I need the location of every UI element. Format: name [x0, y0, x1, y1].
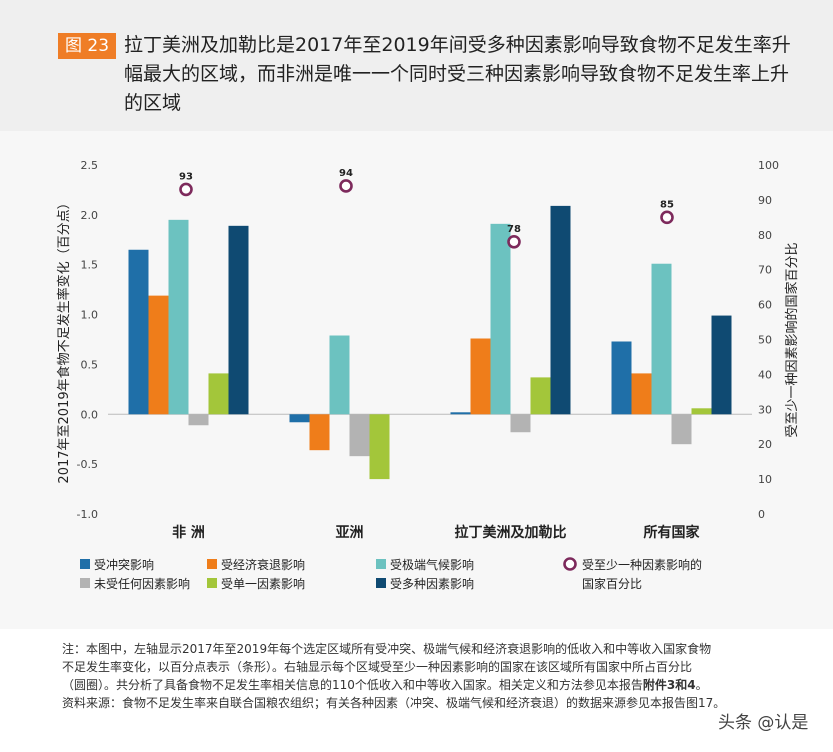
legend-swatch — [207, 559, 217, 569]
y2-axis-title: 受至少一种因素影响的国家百分比 — [784, 242, 800, 437]
legend-swatch — [80, 559, 90, 569]
bar — [611, 341, 632, 415]
data-point — [507, 234, 521, 249]
bar — [470, 338, 491, 415]
y2-tick-label: 20 — [758, 438, 772, 451]
bar — [188, 414, 209, 426]
bar — [450, 412, 471, 415]
legend-label: 受单一因素影响 — [221, 576, 305, 591]
data-point — [339, 179, 353, 193]
y2-tick-label: 50 — [758, 334, 772, 347]
bar — [711, 315, 732, 415]
y2-tick-label: 30 — [758, 403, 772, 416]
bar — [168, 219, 189, 415]
bar — [228, 225, 249, 415]
figure-notes: 注：本图中，左轴显示2017年至2019年每个选定区域所有受冲突、极端气候和经济… — [62, 640, 792, 712]
data-label: 78 — [507, 224, 521, 235]
bar — [128, 249, 149, 415]
figure-badge: 图 23 — [58, 33, 117, 59]
figure-header: 图 23 拉丁美洲及加勒比是2017年至2019年间受多种因素影响导致食物不足发… — [0, 0, 833, 131]
y-tick-label: 0.5 — [81, 358, 99, 371]
category-label: 亚洲 — [336, 525, 364, 541]
data-label: 94 — [339, 168, 353, 179]
bar — [349, 414, 370, 457]
bar — [631, 373, 652, 415]
y-tick-label: 1.0 — [81, 309, 99, 322]
bar — [510, 414, 531, 433]
data-label: 85 — [660, 199, 674, 210]
source-line: 资料来源：食物不足发生率来自联合国粮农组织；有关各种因素（冲突、极端气候和经济衰… — [62, 696, 726, 710]
note-line-3: （圆圈）。共分析了具备食物不足发生率相关信息的110个低收入和中等收入国家。相关… — [62, 676, 792, 694]
y-tick-label: 2.0 — [81, 209, 99, 222]
legend-swatch — [376, 559, 386, 569]
note-line-1: 注：本图中，左轴显示2017年至2019年每个选定区域所有受冲突、极端气候和经济… — [62, 642, 712, 656]
y-tick-label: 2.5 — [81, 159, 99, 172]
legend-label: 受多种因素影响 — [390, 576, 474, 591]
bar — [148, 295, 169, 415]
legend-label: 受冲突影响 — [94, 557, 154, 572]
category-label: 所有国家 — [644, 524, 701, 541]
data-point — [179, 182, 193, 197]
legend-swatch — [563, 557, 577, 571]
bar — [369, 414, 390, 480]
bar — [208, 373, 229, 415]
legend-label: 国家百分比 — [582, 576, 642, 591]
y2-tick-label: 80 — [758, 229, 772, 242]
legend-label: 未受任何因素影响 — [94, 576, 190, 591]
legend-swatch — [207, 578, 217, 588]
y-axis-title: 2017年至2019年食物不足发生率变化（百分点） — [56, 196, 72, 483]
bar — [289, 414, 310, 423]
bar — [309, 414, 330, 451]
category-label: 拉丁美洲及加勒比 — [455, 524, 567, 541]
legend-swatch — [376, 578, 386, 588]
data-label: 93 — [179, 171, 193, 182]
note-line-2: 不足发生率变化，以百分点表示（条形）。右轴显示每个区域受至少一种因素影响的国家在… — [62, 660, 693, 674]
figure-title: 拉丁美洲及加勒比是2017年至2019年间受多种因素影响导致食物不足发生率升幅最… — [124, 34, 791, 114]
legend-label: 受至少一种因素影响的 — [582, 557, 702, 572]
y-tick-label: -1.0 — [77, 508, 98, 521]
y-tick-label: 0.0 — [81, 408, 99, 421]
bar — [651, 263, 672, 415]
bar — [490, 223, 511, 415]
legend-label: 受经济衰退影响 — [221, 557, 305, 572]
bar — [691, 408, 712, 415]
y2-tick-label: 90 — [758, 194, 772, 207]
bar — [550, 205, 571, 415]
y2-tick-label: 100 — [758, 159, 779, 172]
y-tick-label: 1.5 — [81, 259, 99, 272]
bar — [329, 335, 350, 415]
category-label: 非 洲 — [172, 524, 205, 541]
note-annex-ref: 附件3和4 — [642, 678, 696, 692]
bar — [671, 414, 692, 445]
watermark: 头条 @认是 — [718, 713, 809, 733]
note-line-3-c: 。 — [695, 678, 708, 692]
data-point — [660, 210, 674, 225]
y-tick-label: -0.5 — [77, 458, 98, 471]
note-line-3-a: （圆圈）。共分析了具备食物不足发生率相关信息的110个低收入和中等收入国家。相关… — [62, 678, 643, 692]
legend-label: 受极端气候影响 — [390, 557, 474, 572]
y2-tick-label: 60 — [758, 299, 772, 312]
y2-tick-label: 10 — [758, 473, 772, 486]
y2-tick-label: 40 — [758, 368, 772, 381]
bar — [530, 377, 551, 415]
bar-chart: 2.52.01.51.00.50.0-0.5-1.010090807060504… — [56, 159, 800, 591]
y2-tick-label: 0 — [758, 508, 765, 521]
legend-swatch — [80, 578, 90, 588]
y2-tick-label: 70 — [758, 264, 772, 277]
